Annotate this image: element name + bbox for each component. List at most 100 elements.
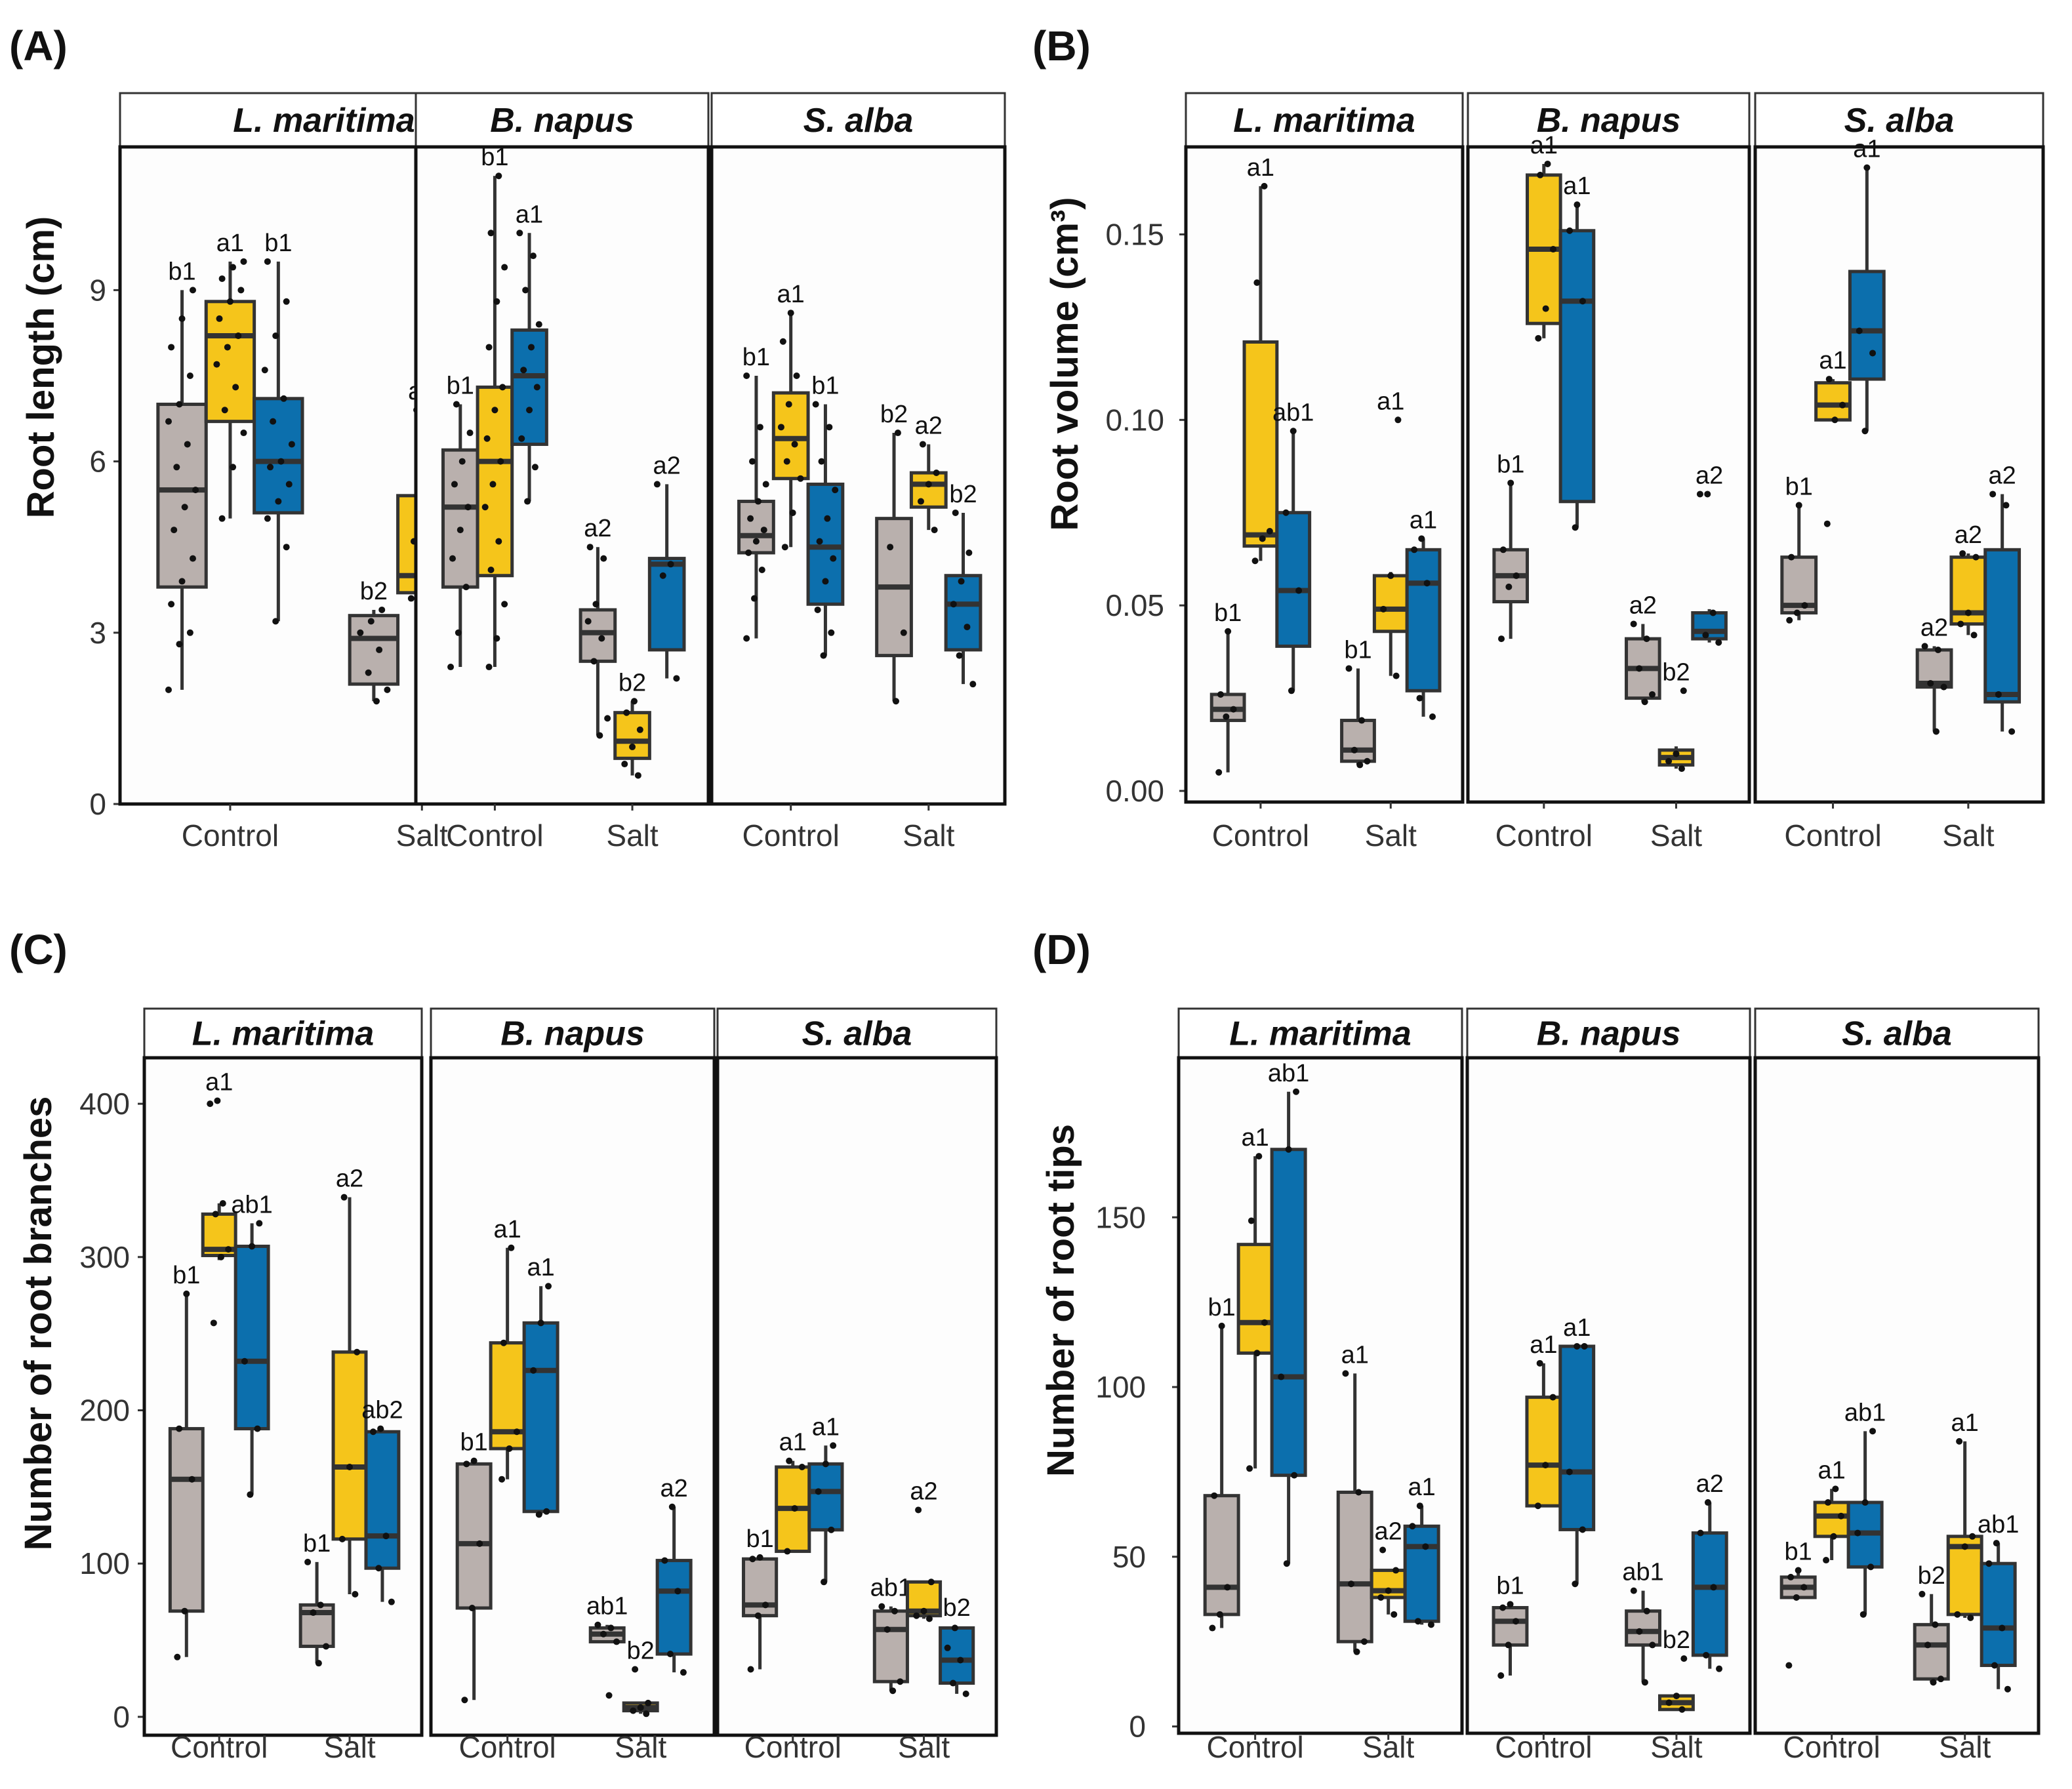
- box-control-gray: b1: [168, 1262, 205, 1660]
- box-body: [234, 1244, 270, 1431]
- box-body: [476, 385, 514, 578]
- y-tick-label: 0.10: [1105, 403, 1164, 437]
- data-point: [526, 407, 533, 414]
- data-point: [261, 367, 268, 374]
- data-point: [814, 606, 821, 613]
- data-point: [470, 1457, 477, 1464]
- data-point: [1572, 1580, 1579, 1588]
- data-point: [931, 527, 938, 534]
- box-control-blue: a1: [1558, 172, 1596, 531]
- data-point: [598, 635, 605, 642]
- data-point: [1930, 1679, 1937, 1686]
- box-body: [1270, 1148, 1307, 1477]
- data-point: [219, 1200, 226, 1207]
- data-point: [1678, 1706, 1686, 1713]
- data-point: [458, 458, 466, 465]
- data-point: [830, 555, 837, 562]
- y-tick-label: 9: [89, 273, 106, 307]
- box-body: [1691, 1531, 1728, 1657]
- data-point: [272, 618, 279, 625]
- box-body: [1203, 1494, 1240, 1617]
- data-point: [605, 1692, 613, 1699]
- data-point: [787, 310, 794, 317]
- data-point: [969, 681, 977, 688]
- data-point: [1824, 1499, 1831, 1506]
- significance-label: b2: [1918, 1562, 1945, 1590]
- data-point: [275, 498, 282, 505]
- significance-label: a1: [1853, 136, 1880, 163]
- significance-label: b1: [811, 372, 839, 400]
- data-point: [1831, 416, 1838, 424]
- data-point: [1830, 1533, 1837, 1540]
- data-point: [1641, 698, 1648, 706]
- data-point: [887, 544, 894, 551]
- data-point: [1283, 1560, 1290, 1567]
- data-point: [1927, 679, 1934, 687]
- box-salt-blue: a2: [647, 452, 686, 682]
- x-tick-label-control: Control: [744, 1730, 842, 1764]
- significance-label: a1: [205, 1068, 233, 1096]
- data-point: [1416, 1502, 1423, 1510]
- box-body: [1558, 1344, 1596, 1531]
- data-point: [630, 698, 638, 705]
- significance-label: a2: [1375, 1518, 1402, 1546]
- data-point: [176, 641, 183, 648]
- box-salt-blue: ab1: [1978, 1511, 2019, 1693]
- data-point: [218, 275, 226, 282]
- y-tick-label: 0: [89, 787, 106, 821]
- y-tick-label: 300: [79, 1240, 130, 1274]
- x-tick-label-control: Control: [458, 1730, 556, 1764]
- data-point: [1291, 1472, 1298, 1479]
- x-tick-label-control: Control: [446, 818, 543, 853]
- significance-label: b2: [949, 481, 977, 508]
- data-point: [1507, 479, 1514, 487]
- data-point: [1716, 1665, 1723, 1672]
- significance-label: ab1: [1272, 399, 1314, 426]
- significance-label: a2: [653, 452, 681, 479]
- x-tick-label-salt: Salt: [1650, 818, 1702, 853]
- data-point: [1673, 1693, 1680, 1700]
- data-point: [818, 458, 825, 465]
- data-point: [524, 498, 531, 505]
- data-point: [489, 481, 497, 488]
- facet-title: S. alba: [802, 1015, 912, 1053]
- data-point: [962, 1690, 969, 1697]
- data-point: [230, 264, 237, 271]
- facet-title: S. alba: [803, 102, 914, 140]
- data-point: [377, 1425, 384, 1432]
- data-point: [464, 504, 472, 511]
- data-point: [1869, 1428, 1877, 1435]
- data-point: [365, 669, 372, 676]
- data-point: [1505, 583, 1513, 590]
- data-point: [1680, 1655, 1688, 1662]
- y-tick-label: 50: [1112, 1540, 1146, 1574]
- box-body: [441, 448, 479, 589]
- box-control-yellow: a1: [1242, 154, 1279, 565]
- data-point: [501, 601, 508, 608]
- data-point: [1795, 502, 1802, 509]
- data-point: [221, 407, 228, 414]
- x-tick-label-control: Control: [1495, 818, 1593, 853]
- data-point: [1345, 665, 1352, 672]
- box-salt-blue: a2: [1691, 462, 1728, 646]
- data-point: [165, 418, 172, 425]
- box-control-blue: ab1: [1844, 1399, 1886, 1618]
- box-body: [455, 1462, 493, 1610]
- facet-title: L. maritima: [233, 102, 415, 140]
- box-body: [348, 614, 400, 686]
- box-salt-gray: a2: [1915, 614, 1953, 735]
- x-tick-label-salt: Salt: [615, 1730, 666, 1764]
- data-point: [491, 407, 498, 414]
- data-point: [1380, 605, 1387, 613]
- data-point: [1566, 227, 1574, 234]
- data-point: [1932, 1621, 1939, 1628]
- y-tick-label: 0: [1129, 1710, 1146, 1744]
- data-point: [1665, 1699, 1673, 1706]
- x-tick-label-salt: Salt: [1942, 818, 1994, 853]
- significance-label: b1: [1496, 1572, 1524, 1599]
- data-point: [673, 675, 680, 682]
- data-point: [171, 527, 178, 534]
- data-point: [1513, 572, 1520, 579]
- data-point: [747, 1666, 754, 1673]
- y-tick-label: 3: [89, 616, 106, 650]
